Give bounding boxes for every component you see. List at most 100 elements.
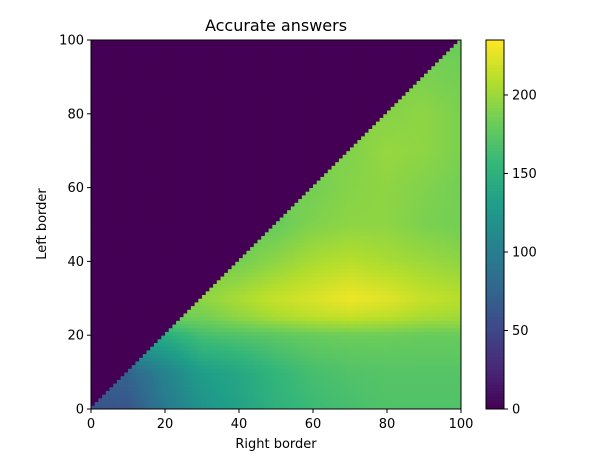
heatmap-cell: [124, 239, 129, 244]
heatmap-cell: [246, 331, 251, 336]
heatmap-cell: [368, 298, 373, 303]
heatmap-cell: [372, 397, 377, 403]
heatmap-cell: [172, 246, 177, 251]
heatmap-cell: [113, 405, 118, 410]
heatmap-cell: [235, 401, 240, 406]
heatmap-cell: [294, 394, 299, 399]
heatmap-cell: [239, 372, 244, 377]
heatmap-cell: [331, 335, 336, 340]
heatmap-cell: [324, 346, 329, 351]
heatmap-cell: [375, 265, 380, 270]
heatmap-cell: [268, 268, 273, 273]
heatmap-cell: [109, 301, 114, 307]
heatmap-cell: [375, 372, 380, 377]
heatmap-cell: [116, 342, 121, 347]
heatmap-cell: [165, 283, 170, 288]
heatmap-cell: [438, 246, 443, 251]
heatmap-cell: [165, 246, 170, 251]
heatmap-cell: [438, 324, 443, 329]
heatmap-cell: [264, 235, 269, 240]
heatmap-cell: [316, 397, 321, 403]
heatmap-cell: [216, 316, 221, 321]
heatmap-cell: [435, 242, 440, 248]
heatmap-cell: [227, 276, 232, 281]
heatmap-cell: [287, 242, 292, 248]
heatmap-cell: [105, 254, 110, 259]
heatmap-cell: [124, 383, 129, 388]
heatmap-cell: [327, 390, 332, 395]
heatmap-cell: [427, 239, 432, 244]
heatmap-cell: [209, 261, 214, 266]
heatmap-cell: [264, 283, 269, 288]
heatmap-cell: [139, 301, 144, 307]
heatmap-cell: [442, 346, 447, 351]
heatmap-cell: [301, 327, 306, 332]
heatmap-cell: [224, 405, 229, 410]
heatmap-cell: [424, 246, 429, 251]
heatmap-cell: [153, 250, 158, 255]
heatmap-cell: [198, 401, 203, 406]
heatmap-cell: [313, 401, 318, 406]
heatmap-cell: [220, 375, 225, 380]
heatmap-cell: [327, 261, 332, 266]
heatmap-cell: [427, 324, 432, 329]
heatmap-cell: [298, 231, 303, 236]
heatmap-cell: [220, 394, 225, 399]
heatmap-cell: [405, 368, 410, 373]
heatmap-cell: [120, 383, 125, 388]
heatmap-cell: [394, 401, 399, 406]
heatmap-cell: [272, 397, 277, 403]
heatmap-cell: [383, 353, 388, 358]
heatmap-cell: [198, 353, 203, 358]
heatmap-cell: [135, 390, 140, 395]
heatmap-cell: [168, 224, 173, 229]
heatmap-cell: [198, 301, 203, 307]
heatmap-cell: [235, 242, 240, 248]
heatmap-cell: [320, 261, 325, 266]
heatmap-cell: [305, 246, 310, 251]
heatmap-cell: [250, 361, 255, 366]
heatmap-cell: [172, 242, 177, 248]
heatmap-cell: [224, 224, 229, 229]
heatmap-cell: [102, 394, 107, 399]
heatmap-cell: [150, 379, 155, 384]
heatmap-cell: [309, 368, 314, 373]
heatmap-cell: [109, 368, 114, 373]
heatmap-cell: [139, 279, 144, 284]
heatmap-cell: [105, 287, 110, 292]
heatmap-cell: [161, 342, 166, 347]
heatmap-cell: [338, 257, 343, 262]
heatmap-cell: [431, 405, 436, 410]
heatmap-cell: [357, 372, 362, 377]
heatmap-cell: [113, 239, 118, 244]
heatmap-cell: [283, 324, 288, 329]
heatmap-cell: [113, 390, 118, 395]
heatmap-cell: [179, 276, 184, 281]
heatmap-cell: [98, 397, 103, 403]
heatmap-cell: [298, 405, 303, 410]
heatmap-cell: [387, 224, 392, 229]
heatmap-cell: [453, 394, 458, 399]
heatmap-cell: [427, 250, 432, 255]
heatmap-cell: [427, 309, 432, 314]
heatmap-cell: [224, 265, 229, 270]
heatmap-cell: [272, 235, 277, 240]
heatmap-cell: [227, 375, 232, 380]
heatmap-cell: [257, 349, 262, 355]
heatmap-cell: [290, 265, 295, 270]
heatmap-cell: [246, 364, 251, 369]
heatmap-cell: [198, 361, 203, 366]
heatmap-cell: [346, 235, 351, 240]
heatmap-cell: [431, 235, 436, 240]
heatmap-cell: [231, 364, 236, 369]
heatmap-cell: [220, 268, 225, 273]
heatmap-cell: [368, 246, 373, 251]
heatmap-cell: [109, 309, 114, 314]
heatmap-cell: [235, 309, 240, 314]
heatmap-cell: [190, 316, 195, 321]
heatmap-cell: [320, 397, 325, 403]
heatmap-cell: [172, 313, 177, 318]
heatmap-cell: [91, 338, 96, 343]
heatmap-cell: [364, 298, 369, 303]
heatmap-cell: [449, 357, 454, 362]
